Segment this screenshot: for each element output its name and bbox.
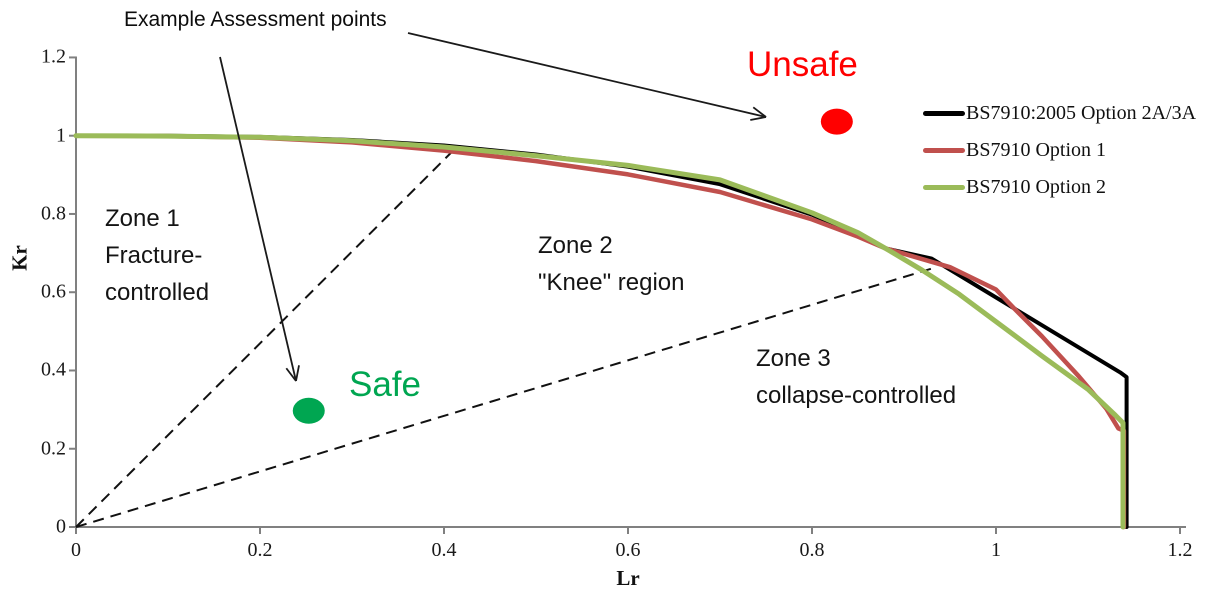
zone3-label: Zone 3 collapse-controlled bbox=[756, 340, 956, 414]
zone3-line1: Zone 3 bbox=[756, 345, 831, 372]
y-tick-label: 0.8 bbox=[41, 202, 66, 225]
x-axis-title: Lr bbox=[616, 566, 640, 590]
y-tick-label: 1 bbox=[56, 124, 66, 147]
zone1-line2: Fracture- bbox=[105, 242, 203, 269]
zone3-line2: collapse-controlled bbox=[756, 382, 957, 409]
x-tick-label: 0.8 bbox=[799, 539, 825, 561]
y-tick-label: 0 bbox=[56, 515, 66, 538]
x-tick-label: 1.2 bbox=[1167, 539, 1193, 561]
x-tick-label: 1 bbox=[991, 539, 1001, 561]
y-tick-label: 1.2 bbox=[41, 45, 66, 68]
y-tick-label: 0.2 bbox=[41, 437, 66, 460]
safe-label: Safe bbox=[349, 365, 421, 404]
y-axis-title: Kr bbox=[7, 245, 32, 271]
zone2-line1: Zone 2 bbox=[538, 232, 613, 259]
zone2-label: Zone 2 "Knee" region bbox=[538, 227, 684, 301]
x-tick-label: 0 bbox=[71, 539, 81, 561]
y-tick-label: 0.4 bbox=[41, 358, 66, 381]
x-tick-label: 0.2 bbox=[247, 539, 273, 561]
zone1-line1: Zone 1 bbox=[105, 205, 180, 232]
x-tick-label: 0.4 bbox=[431, 539, 457, 561]
unsafe-label: Unsafe bbox=[747, 45, 858, 84]
zone1-line3: controlled bbox=[105, 279, 210, 306]
assessment-points-annotation: Example Assessment points bbox=[124, 8, 387, 31]
x-tick-label: 0.6 bbox=[615, 539, 641, 561]
zone1-label: Zone 1 Fracture- controlled bbox=[105, 200, 209, 311]
zone2-line2: "Knee" region bbox=[538, 269, 685, 296]
y-tick-label: 0.6 bbox=[41, 280, 66, 303]
